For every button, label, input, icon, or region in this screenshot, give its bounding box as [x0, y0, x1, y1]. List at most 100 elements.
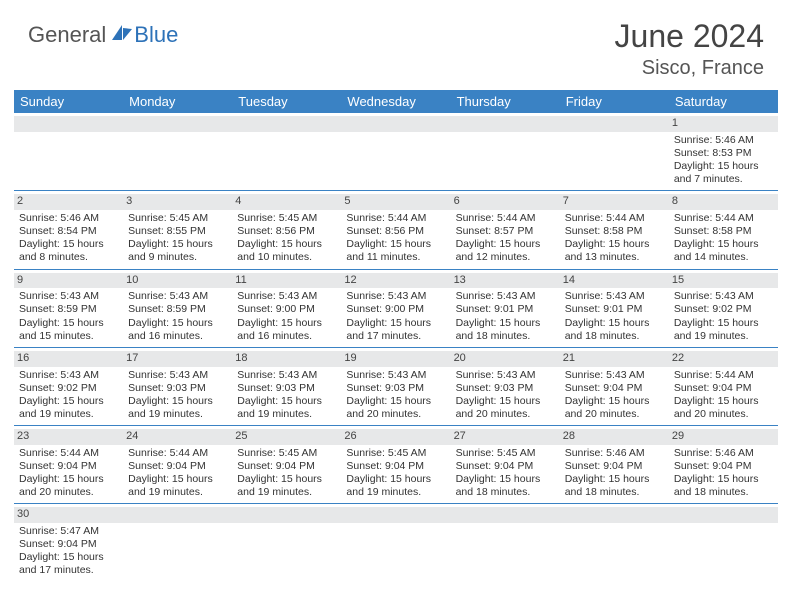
sunset-line: Sunset: 8:54 PM	[19, 225, 118, 238]
daylight-line: Daylight: 15 hours and 18 minutes.	[674, 473, 773, 499]
week-row: 1Sunrise: 5:46 AMSunset: 8:53 PMDaylight…	[14, 113, 778, 191]
sunrise-line: Sunrise: 5:43 AM	[674, 290, 773, 303]
day-number	[560, 116, 669, 132]
day-cell: 27Sunrise: 5:45 AMSunset: 9:04 PMDayligh…	[451, 426, 560, 503]
day-cell: 29Sunrise: 5:46 AMSunset: 9:04 PMDayligh…	[669, 426, 778, 503]
sunset-line: Sunset: 9:03 PM	[346, 382, 445, 395]
daylight-line: Daylight: 15 hours and 12 minutes.	[456, 238, 555, 264]
day-number: 3	[123, 194, 232, 210]
daylight-line: Daylight: 15 hours and 19 minutes.	[346, 473, 445, 499]
sunrise-line: Sunrise: 5:43 AM	[456, 369, 555, 382]
daylight-line: Daylight: 15 hours and 19 minutes.	[128, 395, 227, 421]
day-cell: 26Sunrise: 5:45 AMSunset: 9:04 PMDayligh…	[341, 426, 450, 503]
day-number: 16	[14, 351, 123, 367]
sunrise-line: Sunrise: 5:44 AM	[674, 212, 773, 225]
sunrise-line: Sunrise: 5:46 AM	[674, 134, 773, 147]
sunset-line: Sunset: 9:03 PM	[456, 382, 555, 395]
sunrise-line: Sunrise: 5:43 AM	[565, 290, 664, 303]
brand-logo: General Blue	[28, 22, 178, 48]
daylight-line: Daylight: 15 hours and 19 minutes.	[237, 473, 336, 499]
day-number: 8	[669, 194, 778, 210]
sunrise-line: Sunrise: 5:43 AM	[565, 369, 664, 382]
day-number: 27	[451, 429, 560, 445]
sunset-line: Sunset: 8:57 PM	[456, 225, 555, 238]
sunrise-line: Sunrise: 5:43 AM	[237, 369, 336, 382]
day-number: 9	[14, 273, 123, 289]
daylight-line: Daylight: 15 hours and 9 minutes.	[128, 238, 227, 264]
daylight-line: Daylight: 15 hours and 20 minutes.	[674, 395, 773, 421]
day-number: 11	[232, 273, 341, 289]
sunset-line: Sunset: 8:58 PM	[565, 225, 664, 238]
daylight-line: Daylight: 15 hours and 8 minutes.	[19, 238, 118, 264]
sunset-line: Sunset: 9:04 PM	[128, 460, 227, 473]
brand-text-1: General	[28, 22, 106, 48]
sunrise-line: Sunrise: 5:43 AM	[128, 369, 227, 382]
sunset-line: Sunset: 8:56 PM	[237, 225, 336, 238]
daylight-line: Daylight: 15 hours and 18 minutes.	[565, 473, 664, 499]
day-number: 22	[669, 351, 778, 367]
day-cell	[341, 504, 450, 581]
daylight-line: Daylight: 15 hours and 19 minutes.	[674, 317, 773, 343]
dow-cell: Friday	[560, 90, 669, 113]
title-block: June 2024 Sisco, France	[615, 18, 764, 80]
day-cell: 21 Sunrise: 5:43 AMSunset: 9:04 PMDayligh…	[560, 348, 669, 425]
daylight-line: Daylight: 15 hours and 7 minutes.	[674, 160, 773, 186]
sunrise-line: Sunrise: 5:45 AM	[346, 447, 445, 460]
sunset-line: Sunset: 9:01 PM	[456, 303, 555, 316]
day-cell: 3Sunrise: 5:45 AMSunset: 8:55 PMDaylight…	[123, 191, 232, 268]
sunset-line: Sunset: 8:59 PM	[128, 303, 227, 316]
sunrise-line: Sunrise: 5:46 AM	[674, 447, 773, 460]
sunset-line: Sunset: 8:55 PM	[128, 225, 227, 238]
day-number: 6	[451, 194, 560, 210]
day-cell: 17Sunrise: 5:43 AMSunset: 9:03 PMDayligh…	[123, 348, 232, 425]
sunrise-line: Sunrise: 5:45 AM	[237, 212, 336, 225]
day-cell: 8Sunrise: 5:44 AMSunset: 8:58 PMDaylight…	[669, 191, 778, 268]
sunrise-line: Sunrise: 5:43 AM	[346, 290, 445, 303]
day-number: 10	[123, 273, 232, 289]
daylight-line: Daylight: 15 hours and 20 minutes.	[565, 395, 664, 421]
sunset-line: Sunset: 9:04 PM	[456, 460, 555, 473]
day-number: 4	[232, 194, 341, 210]
day-number	[232, 116, 341, 132]
day-cell	[232, 113, 341, 190]
day-number: 19	[341, 351, 450, 367]
day-cell: 28Sunrise: 5:46 AMSunset: 9:04 PMDayligh…	[560, 426, 669, 503]
weeks-container: 1Sunrise: 5:46 AMSunset: 8:53 PMDaylight…	[14, 113, 778, 582]
day-cell	[341, 113, 450, 190]
day-number	[14, 116, 123, 132]
sunset-line: Sunset: 9:03 PM	[128, 382, 227, 395]
daylight-line: Daylight: 15 hours and 17 minutes.	[19, 551, 118, 577]
day-cell: 18Sunrise: 5:43 AMSunset: 9:03 PMDayligh…	[232, 348, 341, 425]
week-row: 23Sunrise: 5:44 AMSunset: 9:04 PMDayligh…	[14, 426, 778, 504]
sunset-line: Sunset: 9:04 PM	[237, 460, 336, 473]
daylight-line: Daylight: 15 hours and 14 minutes.	[674, 238, 773, 264]
sunrise-line: Sunrise: 5:46 AM	[565, 447, 664, 460]
day-cell: 14Sunrise: 5:43 AMSunset: 9:01 PMDayligh…	[560, 270, 669, 347]
sunset-line: Sunset: 9:04 PM	[674, 382, 773, 395]
day-number: 5	[341, 194, 450, 210]
day-cell: 20Sunrise: 5:43 AMSunset: 9:03 PMDayligh…	[451, 348, 560, 425]
sunset-line: Sunset: 9:03 PM	[237, 382, 336, 395]
day-number: 21	[560, 351, 669, 367]
daylight-line: Daylight: 15 hours and 18 minutes.	[456, 473, 555, 499]
day-cell	[123, 113, 232, 190]
sunset-line: Sunset: 9:04 PM	[565, 382, 664, 395]
daylight-line: Daylight: 15 hours and 17 minutes.	[346, 317, 445, 343]
week-row: 30Sunrise: 5:47 AMSunset: 9:04 PMDayligh…	[14, 504, 778, 581]
header: General Blue June 2024 Sisco, France	[0, 0, 792, 86]
day-cell: 12Sunrise: 5:43 AMSunset: 9:00 PMDayligh…	[341, 270, 450, 347]
sunset-line: Sunset: 9:04 PM	[674, 460, 773, 473]
daylight-line: Daylight: 15 hours and 18 minutes.	[456, 317, 555, 343]
day-number	[341, 507, 450, 523]
sunrise-line: Sunrise: 5:44 AM	[456, 212, 555, 225]
day-cell: 19Sunrise: 5:43 AMSunset: 9:03 PMDayligh…	[341, 348, 450, 425]
dow-row: SundayMondayTuesdayWednesdayThursdayFrid…	[14, 90, 778, 113]
sunset-line: Sunset: 9:00 PM	[346, 303, 445, 316]
daylight-line: Daylight: 15 hours and 19 minutes.	[19, 395, 118, 421]
daylight-line: Daylight: 15 hours and 19 minutes.	[237, 395, 336, 421]
daylight-line: Daylight: 15 hours and 16 minutes.	[128, 317, 227, 343]
day-number: 26	[341, 429, 450, 445]
sunrise-line: Sunrise: 5:43 AM	[128, 290, 227, 303]
daylight-line: Daylight: 15 hours and 15 minutes.	[19, 317, 118, 343]
day-number: 25	[232, 429, 341, 445]
